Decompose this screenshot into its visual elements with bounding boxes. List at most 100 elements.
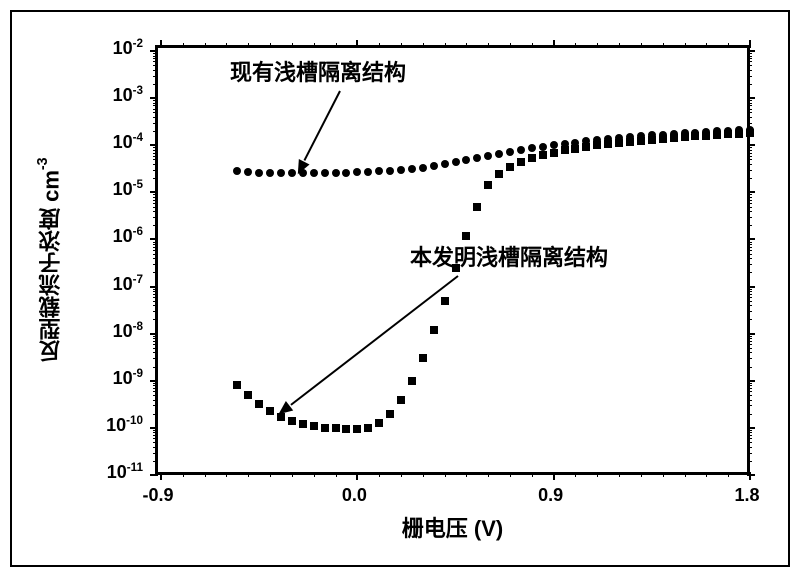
ytick-minor (153, 367, 158, 368)
ytick-minor-right (747, 61, 752, 62)
ytick-label: 10-5 (95, 178, 143, 200)
marker-square (408, 377, 416, 385)
marker-square (266, 407, 274, 415)
marker-square (419, 354, 427, 362)
ytick-minor-right (747, 442, 752, 443)
ytick-minor (153, 388, 158, 389)
ytick-major-right (747, 238, 755, 240)
marker-circle (277, 169, 285, 177)
xtick-minor (510, 472, 511, 477)
ytick-minor (153, 109, 158, 110)
marker-circle (375, 167, 383, 175)
ytick-minor-right (747, 150, 752, 151)
marker-square (648, 136, 656, 144)
ytick-minor (153, 438, 158, 439)
xtick-minor-top (575, 43, 576, 48)
marker-circle (397, 166, 405, 174)
ytick-minor-right (747, 194, 752, 195)
marker-square (681, 133, 689, 141)
ytick-label: 10-8 (95, 320, 143, 342)
ytick-minor-right (747, 225, 752, 226)
marker-square (484, 181, 492, 189)
ytick-minor-right (747, 388, 752, 389)
xtick-minor (488, 472, 489, 477)
marker-circle (342, 169, 350, 177)
marker-square (397, 396, 405, 404)
ytick-minor (153, 348, 158, 349)
ytick-minor-right (747, 250, 752, 251)
ytick-minor (153, 254, 158, 255)
xtick-minor (532, 472, 533, 477)
ytick-minor (153, 391, 158, 392)
ytick-minor-right (747, 200, 752, 201)
xtick-minor-top (226, 43, 227, 48)
ytick-minor-right (747, 301, 752, 302)
marker-square (724, 130, 732, 138)
ytick-minor-right (747, 344, 752, 345)
ytick-minor (153, 297, 158, 298)
ytick-minor (153, 294, 158, 295)
ytick-minor-right (747, 400, 752, 401)
ytick-minor (153, 207, 158, 208)
ytick-minor (153, 430, 158, 431)
ytick-major (150, 380, 158, 382)
xtick-label: 0.9 (526, 485, 576, 506)
ytick-minor-right (747, 348, 752, 349)
ytick-minor-right (747, 244, 752, 245)
marker-circle (495, 150, 503, 158)
xtick-minor-top (248, 43, 249, 48)
ytick-minor (153, 164, 158, 165)
ytick-minor-right (747, 289, 752, 290)
ytick-minor (153, 311, 158, 312)
xtick-minor-top (532, 43, 533, 48)
xtick-major (553, 472, 555, 480)
marker-square (255, 400, 263, 408)
ytick-minor-right (747, 405, 752, 406)
ytick-minor (153, 453, 158, 454)
marker-circle (332, 169, 340, 177)
marker-circle (452, 158, 460, 166)
ytick-minor (153, 442, 158, 443)
xtick-minor (183, 472, 184, 477)
marker-square (582, 143, 590, 151)
xtick-minor (270, 472, 271, 477)
xtick-minor-top (706, 43, 707, 48)
xtick-minor (575, 472, 576, 477)
ytick-minor (153, 344, 158, 345)
ytick-minor-right (747, 178, 752, 179)
ytick-minor (153, 156, 158, 157)
ytick-minor-right (747, 56, 752, 57)
ytick-minor-right (747, 358, 752, 359)
ytick-minor-right (747, 76, 752, 77)
ytick-minor (153, 305, 158, 306)
ytick-minor-right (747, 159, 752, 160)
xtick-minor-top (314, 43, 315, 48)
ytick-minor (153, 150, 158, 151)
ytick-minor-right (747, 100, 752, 101)
marker-square (375, 419, 383, 427)
ytick-minor-right (747, 203, 752, 204)
ytick-minor-right (747, 147, 752, 148)
ytick-major (150, 474, 158, 476)
ytick-minor-right (747, 461, 752, 462)
marker-square (735, 130, 743, 138)
ytick-minor-right (747, 53, 752, 54)
ytick-minor-right (747, 254, 752, 255)
xtick-minor-top (466, 43, 467, 48)
marker-square (495, 170, 503, 178)
ytick-minor (153, 291, 158, 292)
ytick-label: 10-2 (95, 37, 143, 59)
marker-square (353, 425, 361, 433)
ytick-minor (153, 56, 158, 57)
ytick-minor (153, 358, 158, 359)
ytick-minor-right (747, 395, 752, 396)
ytick-minor (153, 272, 158, 273)
xtick-major (160, 472, 162, 480)
ytick-minor-right (747, 258, 752, 259)
marker-square (321, 424, 329, 432)
ytick-minor (153, 336, 158, 337)
marker-circle (364, 168, 372, 176)
ytick-minor (153, 385, 158, 386)
marker-square (332, 424, 340, 432)
ytick-minor-right (747, 432, 752, 433)
